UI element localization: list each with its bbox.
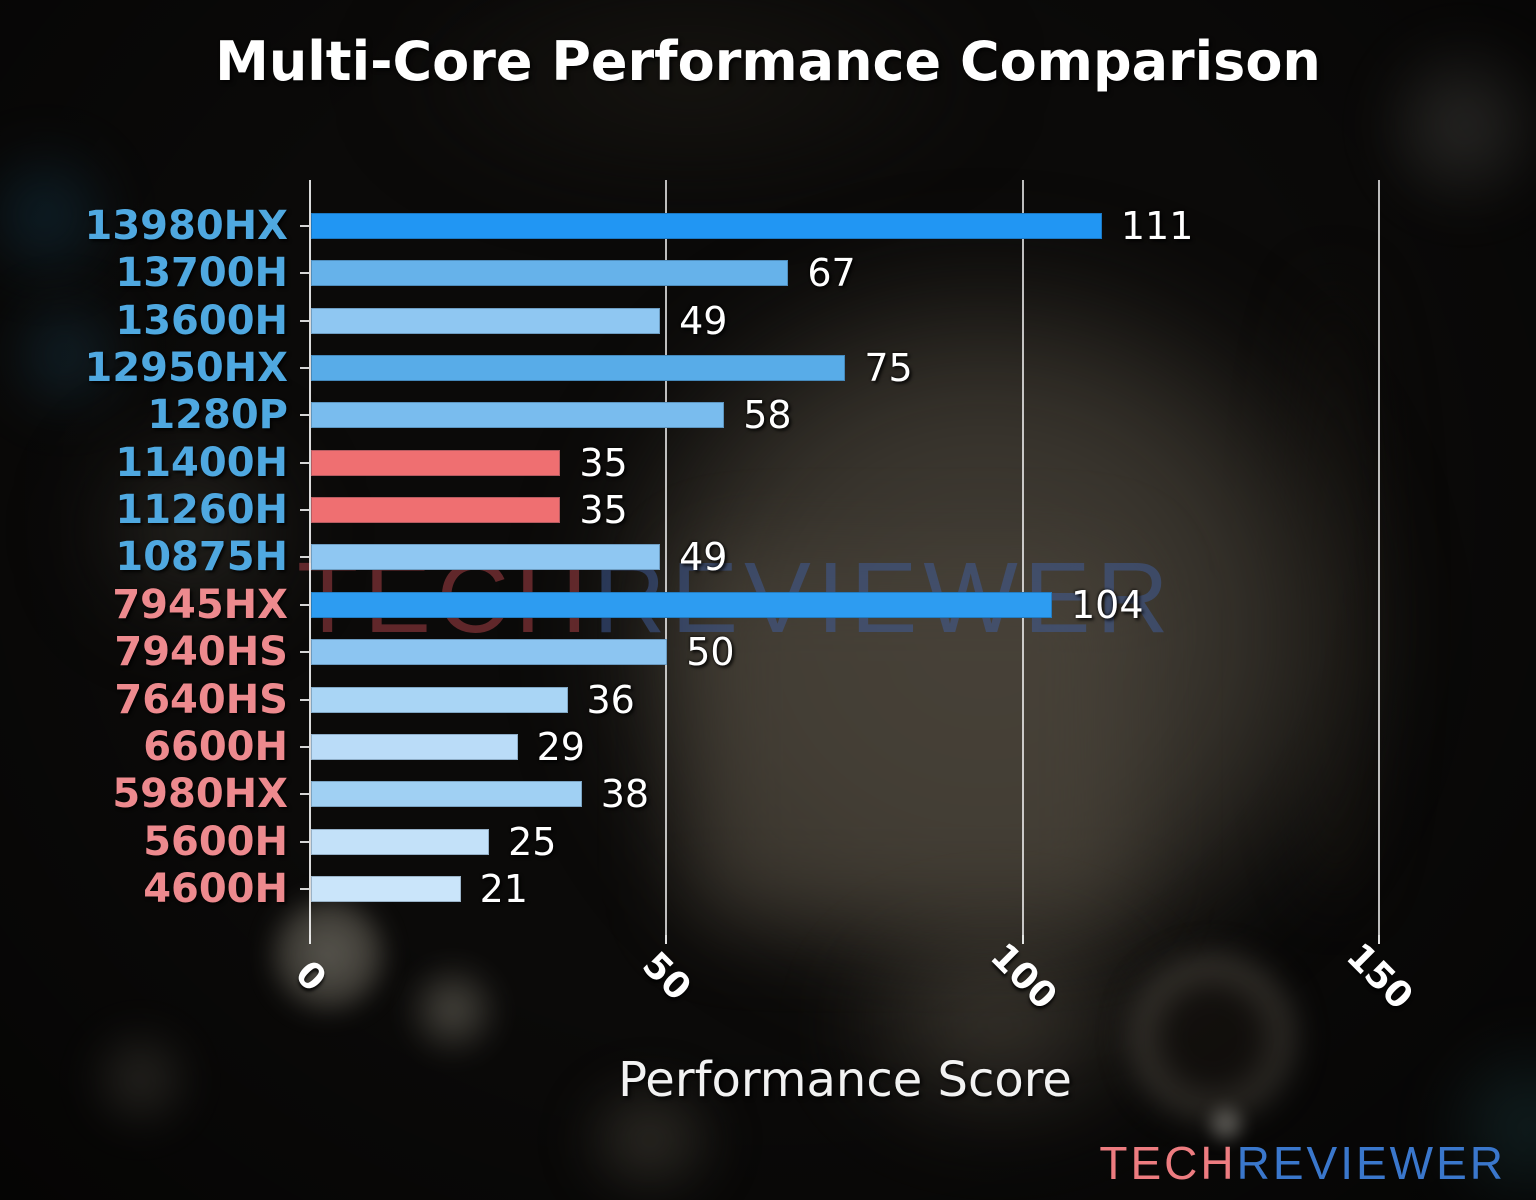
bar-value-4600H: 21 xyxy=(479,866,528,911)
category-label-7640HS: 7640HS xyxy=(114,676,288,723)
bar-value-7940HS: 50 xyxy=(686,630,735,675)
category-label-13980HX: 13980HX xyxy=(84,203,288,249)
bar-13980HX xyxy=(311,213,1102,239)
category-label-11260H: 11260H xyxy=(115,487,288,534)
y-axis-spine xyxy=(309,180,311,935)
category-label-6600H: 6600H xyxy=(143,723,288,770)
x-tick-mark-100 xyxy=(1021,935,1024,944)
category-label-4600H: 4600H xyxy=(143,865,288,912)
category-label-7945HX: 7945HX xyxy=(112,581,288,628)
y-tick-mark xyxy=(300,793,309,796)
y-tick-mark xyxy=(300,556,309,559)
bar-12950HX xyxy=(311,355,846,382)
bar-value-7945HX: 104 xyxy=(1071,582,1144,627)
bar-value-5600H: 25 xyxy=(508,819,557,864)
bar-5600H xyxy=(311,828,490,855)
y-tick-mark xyxy=(300,840,309,843)
y-tick-mark xyxy=(300,509,309,512)
bar-4600H xyxy=(311,875,461,902)
bar-value-13980HX: 111 xyxy=(1120,204,1194,248)
bar-value-1280P: 58 xyxy=(743,393,792,438)
bar-value-13600H: 49 xyxy=(679,298,728,343)
category-label-5600H: 5600H xyxy=(143,818,288,865)
bar-value-12950HX: 75 xyxy=(864,346,913,391)
bar-5980HX xyxy=(311,781,582,808)
x-tick-mark-50 xyxy=(665,935,668,944)
bar-value-5980HX: 38 xyxy=(600,772,650,817)
category-label-1280P: 1280P xyxy=(147,392,288,439)
gridline-x-100 xyxy=(1021,180,1024,935)
bar-value-7640HS: 36 xyxy=(586,677,635,722)
x-tick-mark-0 xyxy=(309,935,311,944)
y-tick-mark xyxy=(300,319,309,322)
y-tick-mark xyxy=(300,603,309,606)
bar-6600H xyxy=(311,733,518,760)
y-tick-mark xyxy=(300,651,309,654)
bar-1280P xyxy=(311,402,725,429)
bar-10875H xyxy=(311,544,661,571)
category-label-11400H: 11400H xyxy=(115,439,288,486)
category-label-7940HS: 7940HS xyxy=(114,629,288,676)
x-tick-mark-150 xyxy=(1377,935,1380,944)
bar-7640HS xyxy=(311,686,568,713)
gridline-x-150 xyxy=(1377,180,1380,935)
y-tick-mark xyxy=(300,887,309,890)
techreviewer-logo: TECHREVIEWER xyxy=(1099,1140,1506,1186)
y-tick-mark xyxy=(300,745,309,748)
bar-value-10875H: 49 xyxy=(679,535,728,580)
category-label-13700H: 13700H xyxy=(115,250,288,297)
logo-reviewer: REVIEWER xyxy=(1236,1137,1506,1189)
bar-13700H xyxy=(311,260,789,287)
y-tick-mark xyxy=(300,414,309,417)
bar-11400H xyxy=(311,449,561,476)
bar-value-6600H: 29 xyxy=(536,724,585,769)
y-tick-mark xyxy=(300,272,309,275)
category-label-13600H: 13600H xyxy=(115,297,288,344)
y-tick-mark xyxy=(300,461,309,464)
bar-7940HS xyxy=(311,639,668,666)
category-label-12950HX: 12950HX xyxy=(84,345,288,392)
bar-7945HX xyxy=(311,591,1052,618)
plot-area: 0 50 100 150 111 67 49 75 58 35 35 49 104 50 36 29 38 25 2… xyxy=(287,180,1450,1018)
logo-tech: TECH xyxy=(1099,1137,1237,1189)
gridline-x-50 xyxy=(665,180,668,935)
y-tick-mark xyxy=(300,367,309,370)
bar-value-11260H: 35 xyxy=(579,488,628,533)
category-label-5980HX: 5980HX xyxy=(112,771,288,818)
x-axis-label: Performance Score xyxy=(618,1052,1072,1108)
bar-11260H xyxy=(311,497,561,524)
bar-value-13700H: 67 xyxy=(807,251,856,296)
category-label-10875H: 10875H xyxy=(115,534,288,581)
bar-value-11400H: 35 xyxy=(579,440,628,485)
y-tick-mark xyxy=(300,225,309,227)
chart-title: Multi-Core Performance Comparison xyxy=(215,30,1321,93)
y-tick-mark xyxy=(300,698,309,701)
bar-13600H xyxy=(311,307,661,334)
y-axis-category-labels: 13980HX 13700H 13600H 12950HX 1280P 11400H 112… xyxy=(0,180,288,935)
